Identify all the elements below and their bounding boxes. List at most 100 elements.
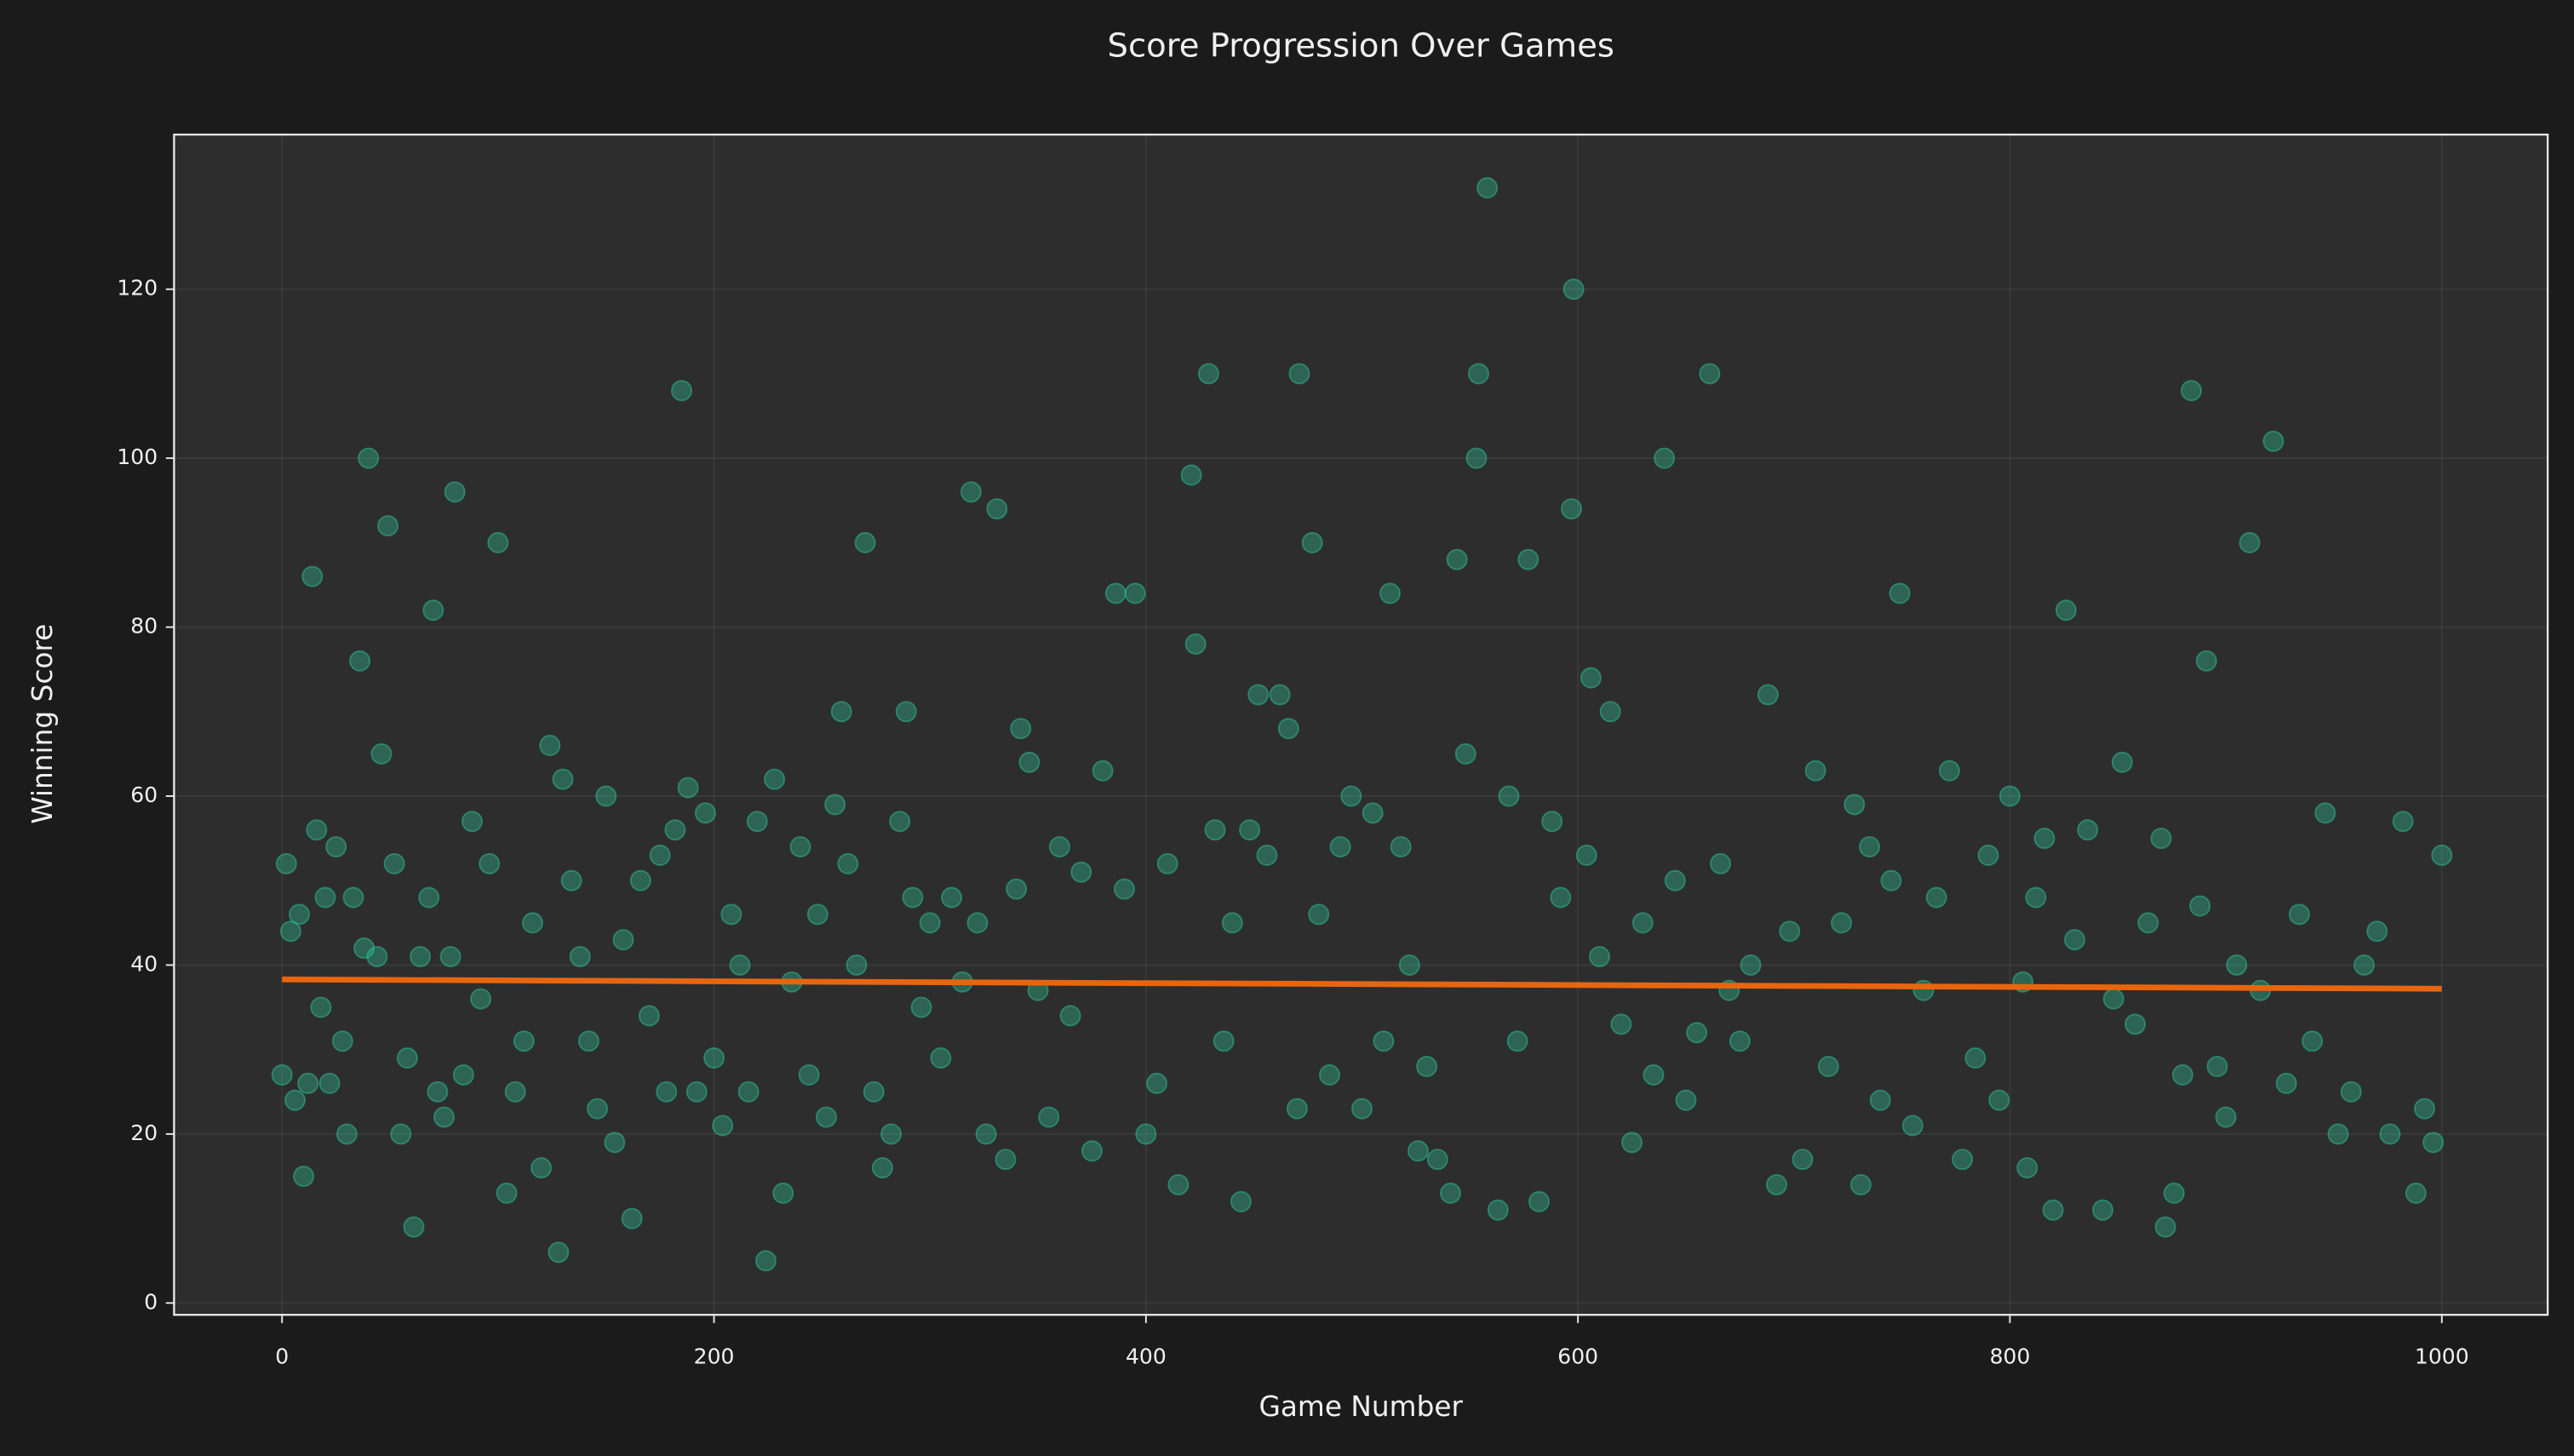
point bbox=[1407, 1140, 1430, 1162]
point bbox=[587, 1098, 609, 1120]
point bbox=[1092, 760, 1114, 782]
point bbox=[960, 481, 982, 503]
point bbox=[806, 903, 828, 926]
point bbox=[2314, 802, 2336, 824]
point bbox=[1288, 363, 1310, 385]
point bbox=[1589, 945, 1611, 968]
point bbox=[289, 903, 311, 926]
point bbox=[1779, 920, 1801, 943]
point bbox=[1912, 979, 1935, 1001]
point bbox=[1167, 1173, 1190, 1195]
x-tick-label: 800 bbox=[1990, 1344, 2031, 1368]
point bbox=[1642, 1063, 1665, 1086]
x-tick-label: 0 bbox=[275, 1344, 289, 1368]
point bbox=[889, 811, 911, 833]
point bbox=[2379, 1123, 2401, 1145]
point bbox=[1301, 531, 1323, 553]
point bbox=[444, 481, 466, 503]
point bbox=[1579, 667, 1602, 689]
point bbox=[1869, 1089, 1891, 1111]
point bbox=[638, 1005, 660, 1027]
point bbox=[798, 1063, 820, 1086]
point bbox=[1212, 1030, 1235, 1052]
point bbox=[1791, 1149, 1814, 1171]
point bbox=[772, 1182, 794, 1204]
point bbox=[297, 1072, 319, 1094]
point bbox=[1938, 760, 1960, 782]
point bbox=[919, 912, 941, 934]
point bbox=[1180, 464, 1202, 486]
point bbox=[383, 852, 405, 874]
point bbox=[1562, 278, 1585, 301]
point bbox=[370, 742, 393, 765]
point bbox=[649, 844, 671, 866]
point bbox=[1124, 582, 1146, 605]
point bbox=[986, 498, 1008, 520]
point bbox=[1239, 819, 1261, 841]
point bbox=[2422, 1132, 2445, 1154]
point bbox=[1465, 447, 1488, 469]
point bbox=[1104, 582, 1126, 605]
point bbox=[2239, 531, 2261, 553]
point bbox=[2150, 828, 2172, 850]
point bbox=[547, 1241, 570, 1264]
point bbox=[2042, 1199, 2064, 1221]
point bbox=[301, 565, 324, 588]
point bbox=[677, 777, 699, 799]
point bbox=[1710, 852, 1732, 874]
point bbox=[310, 996, 332, 1018]
point bbox=[1901, 1115, 1923, 1137]
point bbox=[2189, 895, 2211, 917]
point bbox=[1817, 1055, 1839, 1078]
point bbox=[2077, 819, 2099, 841]
point bbox=[1221, 912, 1243, 934]
point bbox=[685, 1081, 708, 1103]
point bbox=[2206, 1055, 2228, 1078]
point bbox=[2327, 1123, 2349, 1145]
x-tick-label: 200 bbox=[694, 1344, 735, 1368]
point bbox=[2154, 1216, 2176, 1238]
point bbox=[487, 531, 509, 553]
point bbox=[2055, 599, 2077, 622]
y-tick-label: 120 bbox=[117, 276, 158, 301]
point bbox=[433, 1106, 456, 1128]
point bbox=[1018, 751, 1040, 773]
point bbox=[1454, 742, 1476, 765]
x-axis-label: Game Number bbox=[1258, 1390, 1463, 1423]
point bbox=[1621, 1132, 1643, 1154]
grid bbox=[174, 135, 2548, 1316]
point bbox=[1517, 548, 1539, 570]
point bbox=[1113, 878, 1136, 900]
point bbox=[720, 903, 742, 926]
point bbox=[1329, 835, 1351, 858]
point bbox=[1308, 903, 1330, 926]
point bbox=[2111, 751, 2133, 773]
point bbox=[815, 1106, 837, 1128]
point bbox=[2016, 1157, 2038, 1179]
point bbox=[2124, 1013, 2147, 1035]
point bbox=[461, 811, 483, 833]
point bbox=[479, 852, 501, 874]
point bbox=[2392, 811, 2414, 833]
y-tick-label: 80 bbox=[130, 614, 158, 639]
point bbox=[1286, 1098, 1308, 1120]
point bbox=[1561, 498, 1583, 520]
point bbox=[325, 835, 347, 858]
point bbox=[1880, 869, 1902, 891]
point bbox=[539, 734, 561, 756]
point bbox=[1664, 869, 1686, 891]
point bbox=[521, 912, 544, 934]
point bbox=[941, 886, 963, 909]
point bbox=[1925, 886, 1947, 909]
point bbox=[577, 1030, 599, 1052]
point bbox=[995, 1149, 1017, 1171]
point bbox=[335, 1123, 358, 1145]
point bbox=[629, 869, 651, 891]
point bbox=[2064, 929, 2086, 951]
point bbox=[2215, 1106, 2237, 1128]
point bbox=[1843, 794, 1866, 816]
point bbox=[1487, 1199, 1509, 1221]
point bbox=[789, 835, 811, 858]
point bbox=[1390, 835, 1412, 858]
